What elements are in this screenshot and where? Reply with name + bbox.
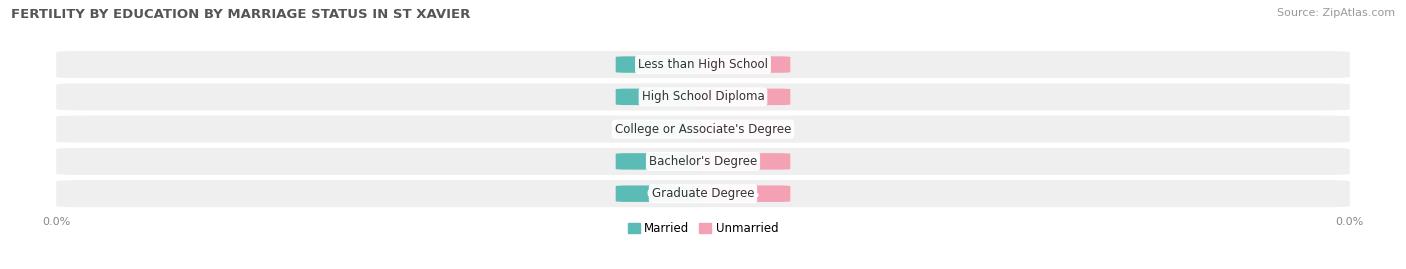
Text: Source: ZipAtlas.com: Source: ZipAtlas.com xyxy=(1277,8,1395,18)
Text: 0.0%: 0.0% xyxy=(647,189,675,199)
FancyBboxPatch shape xyxy=(56,180,1350,207)
Text: 0.0%: 0.0% xyxy=(731,156,759,167)
FancyBboxPatch shape xyxy=(56,148,1350,175)
FancyBboxPatch shape xyxy=(616,56,706,73)
Text: 0.0%: 0.0% xyxy=(731,59,759,70)
Text: 0.0%: 0.0% xyxy=(647,59,675,70)
Text: Graduate Degree: Graduate Degree xyxy=(652,187,754,200)
Text: FERTILITY BY EDUCATION BY MARRIAGE STATUS IN ST XAVIER: FERTILITY BY EDUCATION BY MARRIAGE STATU… xyxy=(11,8,471,21)
FancyBboxPatch shape xyxy=(616,89,706,105)
Text: 0.0%: 0.0% xyxy=(731,92,759,102)
FancyBboxPatch shape xyxy=(700,89,790,105)
FancyBboxPatch shape xyxy=(616,153,706,170)
Text: Bachelor's Degree: Bachelor's Degree xyxy=(650,155,756,168)
Text: 0.0%: 0.0% xyxy=(647,92,675,102)
FancyBboxPatch shape xyxy=(56,116,1350,143)
Text: 0.0%: 0.0% xyxy=(731,124,759,134)
FancyBboxPatch shape xyxy=(56,51,1350,78)
FancyBboxPatch shape xyxy=(700,153,790,170)
Text: 0.0%: 0.0% xyxy=(647,156,675,167)
FancyBboxPatch shape xyxy=(616,121,706,137)
FancyBboxPatch shape xyxy=(700,121,790,137)
FancyBboxPatch shape xyxy=(700,185,790,202)
Legend: Married, Unmarried: Married, Unmarried xyxy=(623,217,783,239)
FancyBboxPatch shape xyxy=(700,56,790,73)
Text: Less than High School: Less than High School xyxy=(638,58,768,71)
FancyBboxPatch shape xyxy=(56,83,1350,110)
FancyBboxPatch shape xyxy=(616,185,706,202)
Text: 0.0%: 0.0% xyxy=(731,189,759,199)
Text: 0.0%: 0.0% xyxy=(647,124,675,134)
Text: College or Associate's Degree: College or Associate's Degree xyxy=(614,123,792,136)
Text: High School Diploma: High School Diploma xyxy=(641,90,765,103)
